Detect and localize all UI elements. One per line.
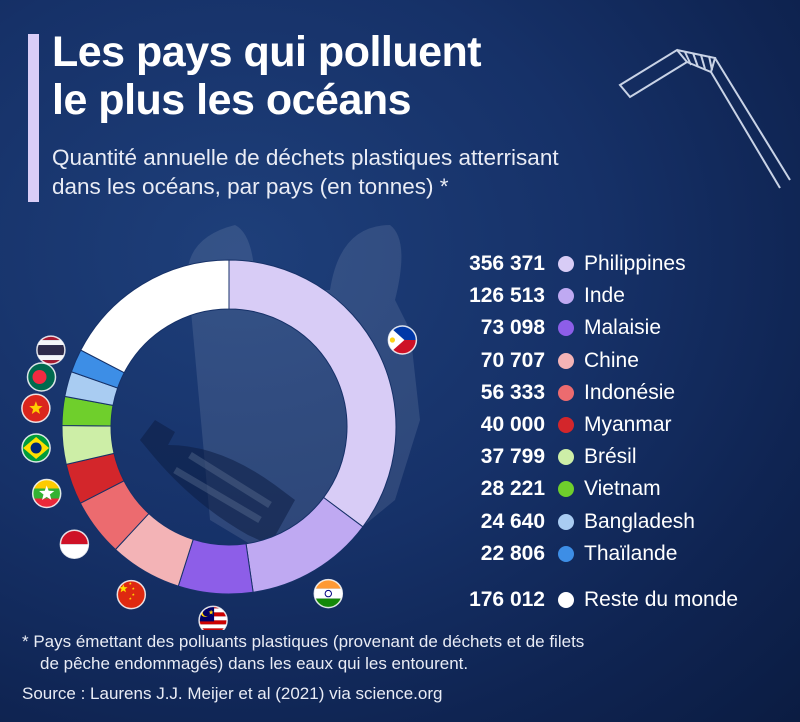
subtitle-line-2: dans les océans, par pays (en tonnes) * (52, 174, 449, 199)
legend-value: 356 371 (469, 252, 545, 275)
source-note: Source : Laurens J.J. Meijer et al (2021… (22, 684, 443, 703)
legend-item-malaisie: 73 098 Malaisie (440, 313, 661, 343)
legend-item-reste-du-monde: 176 012 Reste du monde (440, 585, 738, 615)
title-line-1: Les pays qui polluent (52, 28, 482, 76)
legend-item-bresil: 37 799 Brésil (440, 442, 637, 472)
legend-label: Bangladesh (584, 509, 695, 533)
flag-myanmar-icon (31, 478, 62, 509)
legend-swatch (558, 320, 574, 337)
chart-title: Les pays qui polluent le plus les océans (52, 28, 482, 124)
legend-swatch (558, 449, 574, 466)
legend-value: 176 012 (469, 588, 545, 611)
legend-item-inde: 126 513 Inde (440, 281, 625, 311)
legend-swatch (558, 481, 574, 498)
legend-item-indonesie: 56 333 Indonésie (440, 378, 675, 408)
legend-label: Malaisie (584, 316, 662, 340)
legend-swatch (558, 513, 574, 530)
legend-item-thailande: 22 806 Thaïlande (440, 539, 678, 569)
legend-swatch (558, 384, 574, 401)
flag-bresil-icon (21, 433, 51, 463)
legend-label: Myanmar (584, 413, 672, 436)
title-accent-bar (28, 34, 39, 202)
legend-item-bangladesh: 24 640 Bangladesh (440, 507, 695, 537)
legend-label: Philippines (584, 252, 686, 275)
legend-item-vietnam: 28 221 Vietnam (440, 474, 661, 504)
legend-label: Brésil (584, 445, 637, 469)
legend-value: 24 640 (480, 509, 545, 533)
slice-reste-du-monde (80, 259, 230, 374)
chart-subtitle: Quantité annuelle de déchets plastiques … (52, 143, 559, 201)
legend-value: 73 098 (480, 316, 545, 340)
legend-value: 22 806 (480, 541, 545, 565)
legend-value: 37 799 (480, 445, 545, 469)
flag-chine-icon (116, 579, 147, 610)
legend-item-philippines: 356 371 Philippines (440, 249, 686, 279)
legend-swatch (558, 545, 574, 562)
footnote-line-2: de pêche endommagés) dans les eaux qui l… (40, 654, 469, 673)
legend-swatch (558, 288, 574, 305)
footnote-line-1: * Pays émettant des polluants plastiques… (22, 632, 585, 651)
legend-label: Thaïlande (584, 541, 678, 565)
legend-swatch (558, 256, 574, 272)
donut-slices (61, 259, 397, 595)
legend-value: 28 221 (480, 477, 545, 501)
plastic-bottle-icon (140, 420, 295, 545)
flag-thailande-icon (36, 335, 66, 365)
flag-malaisie-icon (198, 605, 228, 630)
flag-inde-icon (313, 578, 344, 609)
flag-vietnam-icon (21, 393, 51, 424)
flag-indonesie-icon (59, 529, 90, 559)
title-line-2: le plus les océans (52, 76, 412, 124)
legend-value: 56 333 (480, 380, 545, 404)
legend-label: Inde (584, 284, 625, 308)
legend-swatch (558, 592, 574, 608)
legend-item-chine: 70 707 Chine (440, 346, 639, 376)
legend-label: Chine (584, 348, 639, 372)
flag-philippines-icon (387, 325, 418, 355)
legend-label: Indonésie (584, 380, 676, 404)
slice-philippines (228, 259, 397, 528)
flag-bangladesh-icon (26, 362, 57, 392)
legend-label: Vietnam (584, 477, 661, 501)
legend-swatch (558, 352, 574, 369)
footnote: * Pays émettant des polluants plastiques… (22, 631, 584, 675)
legend-value: 40 000 (480, 413, 545, 436)
legend-value: 70 707 (480, 348, 545, 372)
straw-illustration (618, 48, 791, 189)
legend-item-myanmar: 40 000 Myanmar (440, 410, 672, 440)
legend-value: 126 513 (469, 284, 545, 308)
legend-swatch (558, 417, 574, 433)
donut-chart (21, 225, 420, 630)
subtitle-line-1: Quantité annuelle de déchets plastiques … (52, 145, 559, 170)
country-flags (21, 325, 418, 630)
legend-label: Reste du monde (584, 588, 739, 611)
